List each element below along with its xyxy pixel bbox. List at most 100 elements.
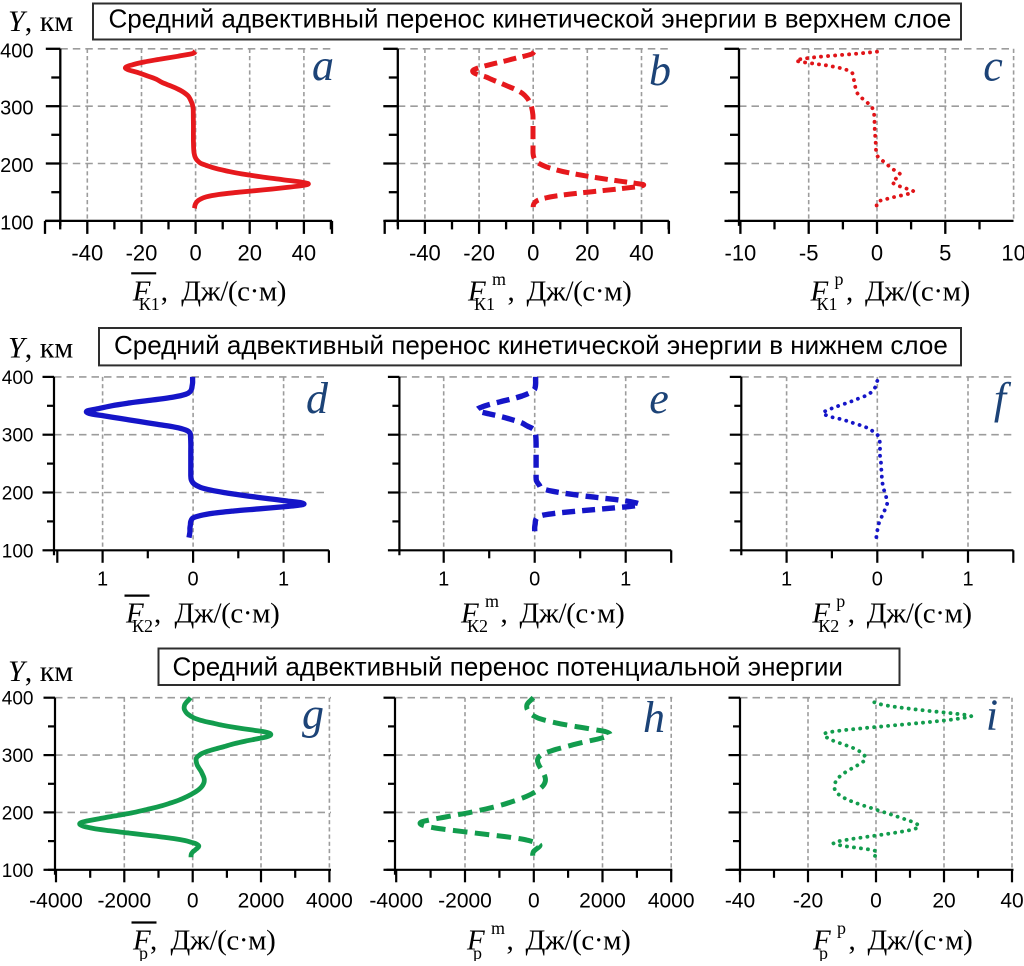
- svg-text:К2: К2: [818, 616, 839, 636]
- svg-text:р: р: [473, 943, 482, 961]
- svg-text:0: 0: [527, 241, 539, 266]
- svg-text:Дж/(с·м): Дж/(с·м): [868, 925, 973, 957]
- svg-text:b: b: [649, 46, 671, 95]
- svg-text:,: ,: [846, 275, 853, 307]
- svg-text:0: 0: [188, 569, 199, 591]
- svg-text:К1: К1: [817, 294, 838, 314]
- svg-text:-20: -20: [126, 241, 158, 266]
- svg-text:40: 40: [629, 241, 653, 266]
- svg-text:Дж/(с·м): Дж/(с·м): [175, 598, 280, 630]
- svg-text:1: 1: [781, 569, 792, 591]
- svg-text:0: 0: [871, 241, 883, 266]
- svg-text:1: 1: [278, 569, 289, 591]
- svg-text:0: 0: [189, 241, 201, 266]
- svg-text:-2000: -2000: [438, 890, 492, 913]
- svg-text:К2: К2: [467, 616, 488, 636]
- svg-text:Дж/(с·м): Дж/(с·м): [527, 275, 632, 307]
- svg-text:m: m: [492, 269, 506, 289]
- svg-text:d: d: [306, 374, 329, 423]
- svg-text:20: 20: [237, 241, 261, 266]
- svg-text:0: 0: [870, 890, 882, 913]
- svg-text:Дж/(с·м): Дж/(с·м): [867, 598, 972, 630]
- svg-text:Дж/(с·м): Дж/(с·м): [181, 275, 286, 307]
- svg-text:0: 0: [187, 890, 199, 913]
- svg-text:F: F: [466, 925, 485, 957]
- svg-text:-4000: -4000: [29, 890, 83, 913]
- svg-text:1: 1: [97, 569, 108, 591]
- svg-text:300: 300: [2, 746, 34, 767]
- svg-text:,: ,: [849, 925, 856, 957]
- svg-text:Средний адвективный перенос ки: Средний адвективный перенос кинетической…: [109, 4, 952, 34]
- svg-text:F: F: [132, 925, 151, 957]
- svg-text:,: ,: [508, 275, 515, 307]
- svg-text:-40: -40: [409, 241, 441, 266]
- svg-text:,: ,: [507, 925, 514, 957]
- svg-text:-20: -20: [793, 890, 823, 913]
- svg-text:1: 1: [438, 569, 449, 591]
- svg-text:100: 100: [2, 861, 34, 882]
- svg-text:Дж/(с·м): Дж/(с·м): [526, 925, 631, 957]
- svg-text:100: 100: [2, 541, 34, 562]
- svg-text:40: 40: [1000, 890, 1023, 913]
- svg-text:-2000: -2000: [97, 890, 151, 913]
- svg-text:,: ,: [154, 598, 161, 630]
- svg-text:1: 1: [620, 569, 631, 591]
- svg-text:g: g: [302, 690, 324, 739]
- svg-text:p: p: [837, 918, 846, 938]
- svg-text:-40: -40: [725, 890, 755, 913]
- svg-text:Дж/(с·м): Дж/(с·м): [171, 925, 276, 957]
- svg-text:-40: -40: [71, 241, 103, 266]
- svg-text:F: F: [811, 598, 830, 630]
- svg-text:1: 1: [962, 569, 973, 591]
- svg-text:400: 400: [2, 368, 34, 389]
- svg-text:Y, км: Y, км: [8, 655, 73, 688]
- svg-text:4000: 4000: [306, 890, 353, 913]
- svg-text:2000: 2000: [579, 890, 626, 913]
- svg-text:h: h: [643, 693, 665, 742]
- svg-text:m: m: [485, 591, 499, 611]
- svg-text:-20: -20: [463, 241, 495, 266]
- svg-text:F: F: [460, 598, 479, 630]
- svg-text:0: 0: [528, 890, 540, 913]
- svg-text:4000: 4000: [648, 890, 695, 913]
- svg-text:F: F: [125, 598, 144, 630]
- svg-text:0: 0: [529, 569, 540, 591]
- svg-text:p: p: [836, 591, 845, 611]
- svg-text:200: 200: [2, 484, 34, 505]
- svg-text:К1: К1: [139, 294, 160, 314]
- svg-text:р: р: [139, 943, 148, 961]
- svg-text:p: p: [835, 269, 844, 289]
- svg-text:0: 0: [872, 569, 883, 591]
- svg-text:К1: К1: [474, 294, 495, 314]
- svg-text:Y, км: Y, км: [8, 332, 73, 365]
- svg-text:200: 200: [2, 803, 34, 824]
- svg-text:р: р: [819, 943, 828, 961]
- svg-text:,: ,: [150, 925, 157, 957]
- svg-text:,: ,: [161, 275, 168, 307]
- svg-text:5: 5: [939, 241, 951, 266]
- svg-text:-4000: -4000: [369, 890, 423, 913]
- svg-text:Средний адвективный перенос ки: Средний адвективный перенос кинетической…: [114, 330, 948, 360]
- svg-text:К2: К2: [132, 616, 153, 636]
- svg-text:e: e: [649, 374, 669, 423]
- svg-text:20: 20: [932, 890, 955, 913]
- svg-text:Дж/(с·м): Дж/(с·м): [520, 598, 625, 630]
- svg-text:400: 400: [2, 689, 34, 710]
- svg-text:2000: 2000: [238, 890, 285, 913]
- svg-text:,: ,: [501, 598, 508, 630]
- svg-text:i: i: [986, 691, 998, 740]
- svg-text:-5: -5: [799, 241, 819, 266]
- svg-text:300: 300: [0, 98, 33, 120]
- svg-text:F: F: [467, 275, 486, 307]
- svg-text:Y, км: Y, км: [8, 5, 73, 38]
- svg-text:F: F: [812, 925, 831, 957]
- svg-text:F: F: [132, 275, 151, 307]
- svg-text:Дж/(с·м): Дж/(с·м): [865, 275, 970, 307]
- svg-text:c: c: [983, 42, 1003, 91]
- svg-text:-10: -10: [725, 241, 757, 266]
- svg-text:F: F: [810, 275, 829, 307]
- svg-text:Средний адвективный перенос по: Средний адвективный перенос потенциально…: [173, 651, 843, 681]
- svg-text:40: 40: [292, 241, 316, 266]
- svg-text:a: a: [312, 41, 334, 90]
- svg-text:200: 200: [0, 155, 33, 177]
